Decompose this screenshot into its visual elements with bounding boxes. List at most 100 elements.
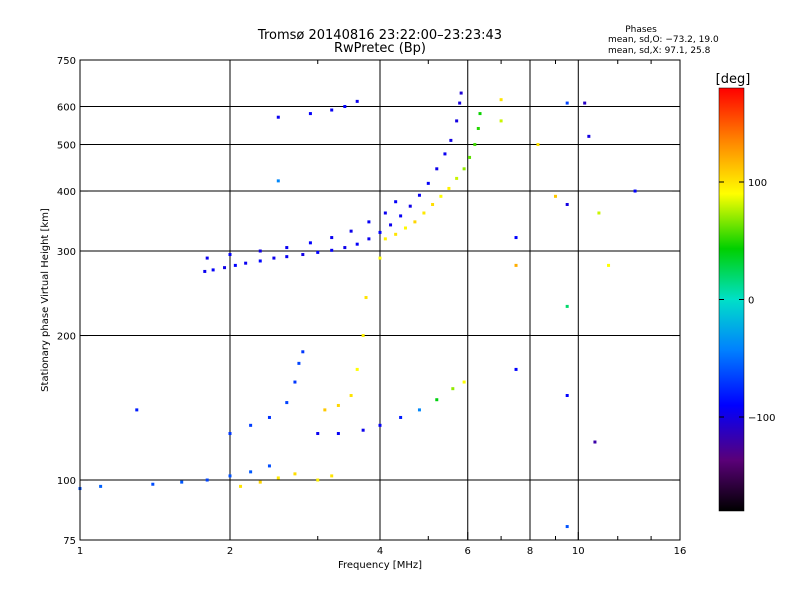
colorbar-tick-label: −100 <box>748 413 775 424</box>
data-point <box>361 428 365 432</box>
data-point <box>587 134 591 138</box>
data-point <box>316 432 320 436</box>
colorbar-label: [deg] <box>716 72 751 87</box>
data-point <box>403 226 407 230</box>
y-tick-label: 600 <box>57 103 76 114</box>
data-point <box>597 211 601 215</box>
data-point <box>473 143 477 147</box>
data-point <box>459 91 463 95</box>
data-point <box>399 415 403 419</box>
data-point <box>422 211 426 215</box>
data-point <box>323 408 327 412</box>
data-point <box>205 478 209 482</box>
data-point <box>607 263 611 267</box>
data-point <box>355 99 359 103</box>
data-point <box>308 112 312 116</box>
data-point <box>336 432 340 436</box>
data-point <box>239 484 243 488</box>
y-tick-label: 200 <box>57 332 76 343</box>
data-point <box>361 334 365 338</box>
data-point <box>316 250 320 254</box>
data-point <box>330 108 334 112</box>
data-point <box>355 367 359 371</box>
y-tick-label: 100 <box>57 476 76 487</box>
data-point <box>394 232 398 236</box>
y-tick-label: 750 <box>57 56 76 67</box>
y-tick-label: 400 <box>57 187 76 198</box>
data-point <box>565 304 569 308</box>
data-point <box>455 176 459 180</box>
data-point <box>285 401 289 405</box>
data-point <box>293 380 297 384</box>
data-point <box>308 241 312 245</box>
data-point <box>449 138 453 142</box>
data-point <box>258 249 262 253</box>
data-point <box>417 193 421 197</box>
data-point <box>135 408 139 412</box>
data-point <box>458 101 462 105</box>
data-point <box>435 398 439 402</box>
data-point <box>258 480 262 484</box>
data-point <box>514 367 518 371</box>
data-point <box>228 253 232 257</box>
data-point <box>249 470 253 474</box>
data-point <box>408 204 412 208</box>
x-tick-label: 2 <box>227 546 233 557</box>
data-point <box>389 223 393 227</box>
data-point <box>233 263 237 267</box>
data-point <box>447 186 451 190</box>
data-point <box>378 230 382 234</box>
data-point <box>151 482 155 486</box>
stats-x-line: mean, sd,X: 97.1, 25.8 <box>608 46 711 56</box>
data-point <box>417 408 421 412</box>
data-point <box>499 119 503 123</box>
data-points <box>78 91 637 529</box>
colorbar-tick-label: 100 <box>748 178 767 189</box>
data-point <box>431 202 435 206</box>
data-point <box>301 350 305 354</box>
data-point <box>211 268 215 272</box>
data-point <box>413 220 417 224</box>
data-point <box>383 211 387 215</box>
x-tick-label: 1 <box>77 546 83 557</box>
data-point <box>301 253 305 257</box>
data-point <box>443 152 447 156</box>
data-point <box>536 143 540 147</box>
data-point <box>244 261 248 265</box>
data-point <box>451 387 455 391</box>
data-point <box>330 474 334 478</box>
data-point <box>399 214 403 218</box>
data-point <box>455 119 459 123</box>
data-point <box>276 115 280 119</box>
data-point <box>343 105 347 109</box>
y-tick-label: 75 <box>63 536 76 547</box>
chart-title: Tromsø 20140816 23:22:00–23:23:43 <box>257 28 502 43</box>
data-point <box>343 246 347 250</box>
data-point <box>478 112 482 116</box>
data-point <box>468 155 472 159</box>
data-point <box>364 296 368 300</box>
data-point <box>205 256 209 260</box>
data-point <box>435 167 439 171</box>
data-point <box>223 266 227 270</box>
data-point <box>293 472 297 476</box>
data-point <box>378 423 382 427</box>
axis-ticks: 1 2 4 6 8 10 16 75 100 200 300 400 500 600 750 <box>57 56 686 557</box>
data-point <box>553 194 557 198</box>
x-tick-label: 8 <box>527 546 533 557</box>
data-point <box>258 259 262 263</box>
data-point <box>565 202 569 206</box>
data-point <box>349 394 353 398</box>
data-point <box>272 256 276 260</box>
data-point <box>276 179 280 183</box>
stats-o-line: mean, sd,O: −73.2, 19.0 <box>608 35 719 45</box>
x-tick-label: 4 <box>377 546 383 557</box>
data-point <box>249 423 253 427</box>
data-point <box>439 194 443 198</box>
data-point <box>565 525 569 529</box>
data-point <box>565 394 569 398</box>
data-point <box>476 126 480 130</box>
data-point <box>330 236 334 240</box>
x-tick-label: 10 <box>572 546 585 557</box>
data-point <box>462 167 466 171</box>
